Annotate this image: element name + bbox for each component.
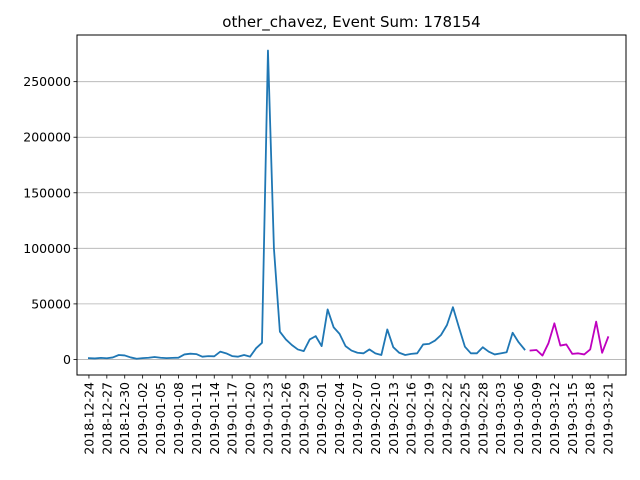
x-tick-label: 2019-01-02 <box>135 382 150 455</box>
y-tick-label: 150000 <box>23 185 71 200</box>
x-tick-label: 2019-02-10 <box>368 382 383 455</box>
x-tick-label: 2019-01-11 <box>189 382 204 455</box>
x-axis: 2018-12-24 2018-12-27 2018-12-30 2019-01-02… <box>81 375 616 455</box>
x-tick-label: 2018-12-30 <box>117 382 132 455</box>
y-tick-label: 50000 <box>31 296 71 311</box>
y-tick-label: 100000 <box>23 241 71 256</box>
plot-frame <box>76 34 627 376</box>
x-tick-label: 2019-03-06 <box>511 382 526 455</box>
x-tick-label: 2019-03-03 <box>493 382 508 455</box>
x-tick-label: 2019-02-13 <box>386 382 401 455</box>
x-tick-label: 2019-03-15 <box>565 382 580 455</box>
y-tick-label: 250000 <box>23 74 71 89</box>
x-tick-label: 2019-03-21 <box>601 382 616 455</box>
x-tick-label: 2019-01-17 <box>225 382 240 455</box>
x-tick-label: 2018-12-27 <box>99 382 114 455</box>
x-tick-label: 2019-02-07 <box>350 382 365 455</box>
x-tick-label: 2019-02-16 <box>404 382 419 455</box>
x-tick-label: 2019-02-01 <box>314 382 329 455</box>
series-line <box>87 49 526 360</box>
series-lines <box>87 49 610 360</box>
x-tick-label: 2019-01-20 <box>243 382 258 455</box>
chart-title: other_chavez, Event Sum: 178154 <box>222 13 480 32</box>
x-tick-label: 2019-02-28 <box>475 382 490 455</box>
y-tick-label: 200000 <box>23 130 71 145</box>
x-tick-label: 2019-03-12 <box>547 382 562 455</box>
x-tick-label: 2019-03-09 <box>529 382 544 455</box>
grid-lines <box>77 81 626 360</box>
x-tick-label: 2019-01-14 <box>207 382 222 455</box>
x-tick-label: 2019-03-18 <box>583 382 598 455</box>
x-tick-label: 2019-01-05 <box>153 382 168 455</box>
x-tick-label: 2019-02-04 <box>332 382 347 455</box>
x-tick-label: 2019-02-19 <box>422 382 437 455</box>
x-tick-label: 2019-01-08 <box>171 382 186 455</box>
x-tick-label: 2019-01-29 <box>296 382 311 455</box>
x-tick-label: 2019-01-23 <box>260 382 275 455</box>
y-tick-label: 0 <box>63 352 71 367</box>
x-tick-label: 2019-01-26 <box>278 382 293 455</box>
x-tick-label: 2018-12-24 <box>81 382 96 455</box>
x-tick-label: 2019-02-22 <box>439 382 454 455</box>
x-tick-label: 2019-02-25 <box>457 382 472 455</box>
series-line <box>529 320 610 357</box>
y-axis: 0 50000 100000 150000 200000 250000 <box>23 74 77 367</box>
